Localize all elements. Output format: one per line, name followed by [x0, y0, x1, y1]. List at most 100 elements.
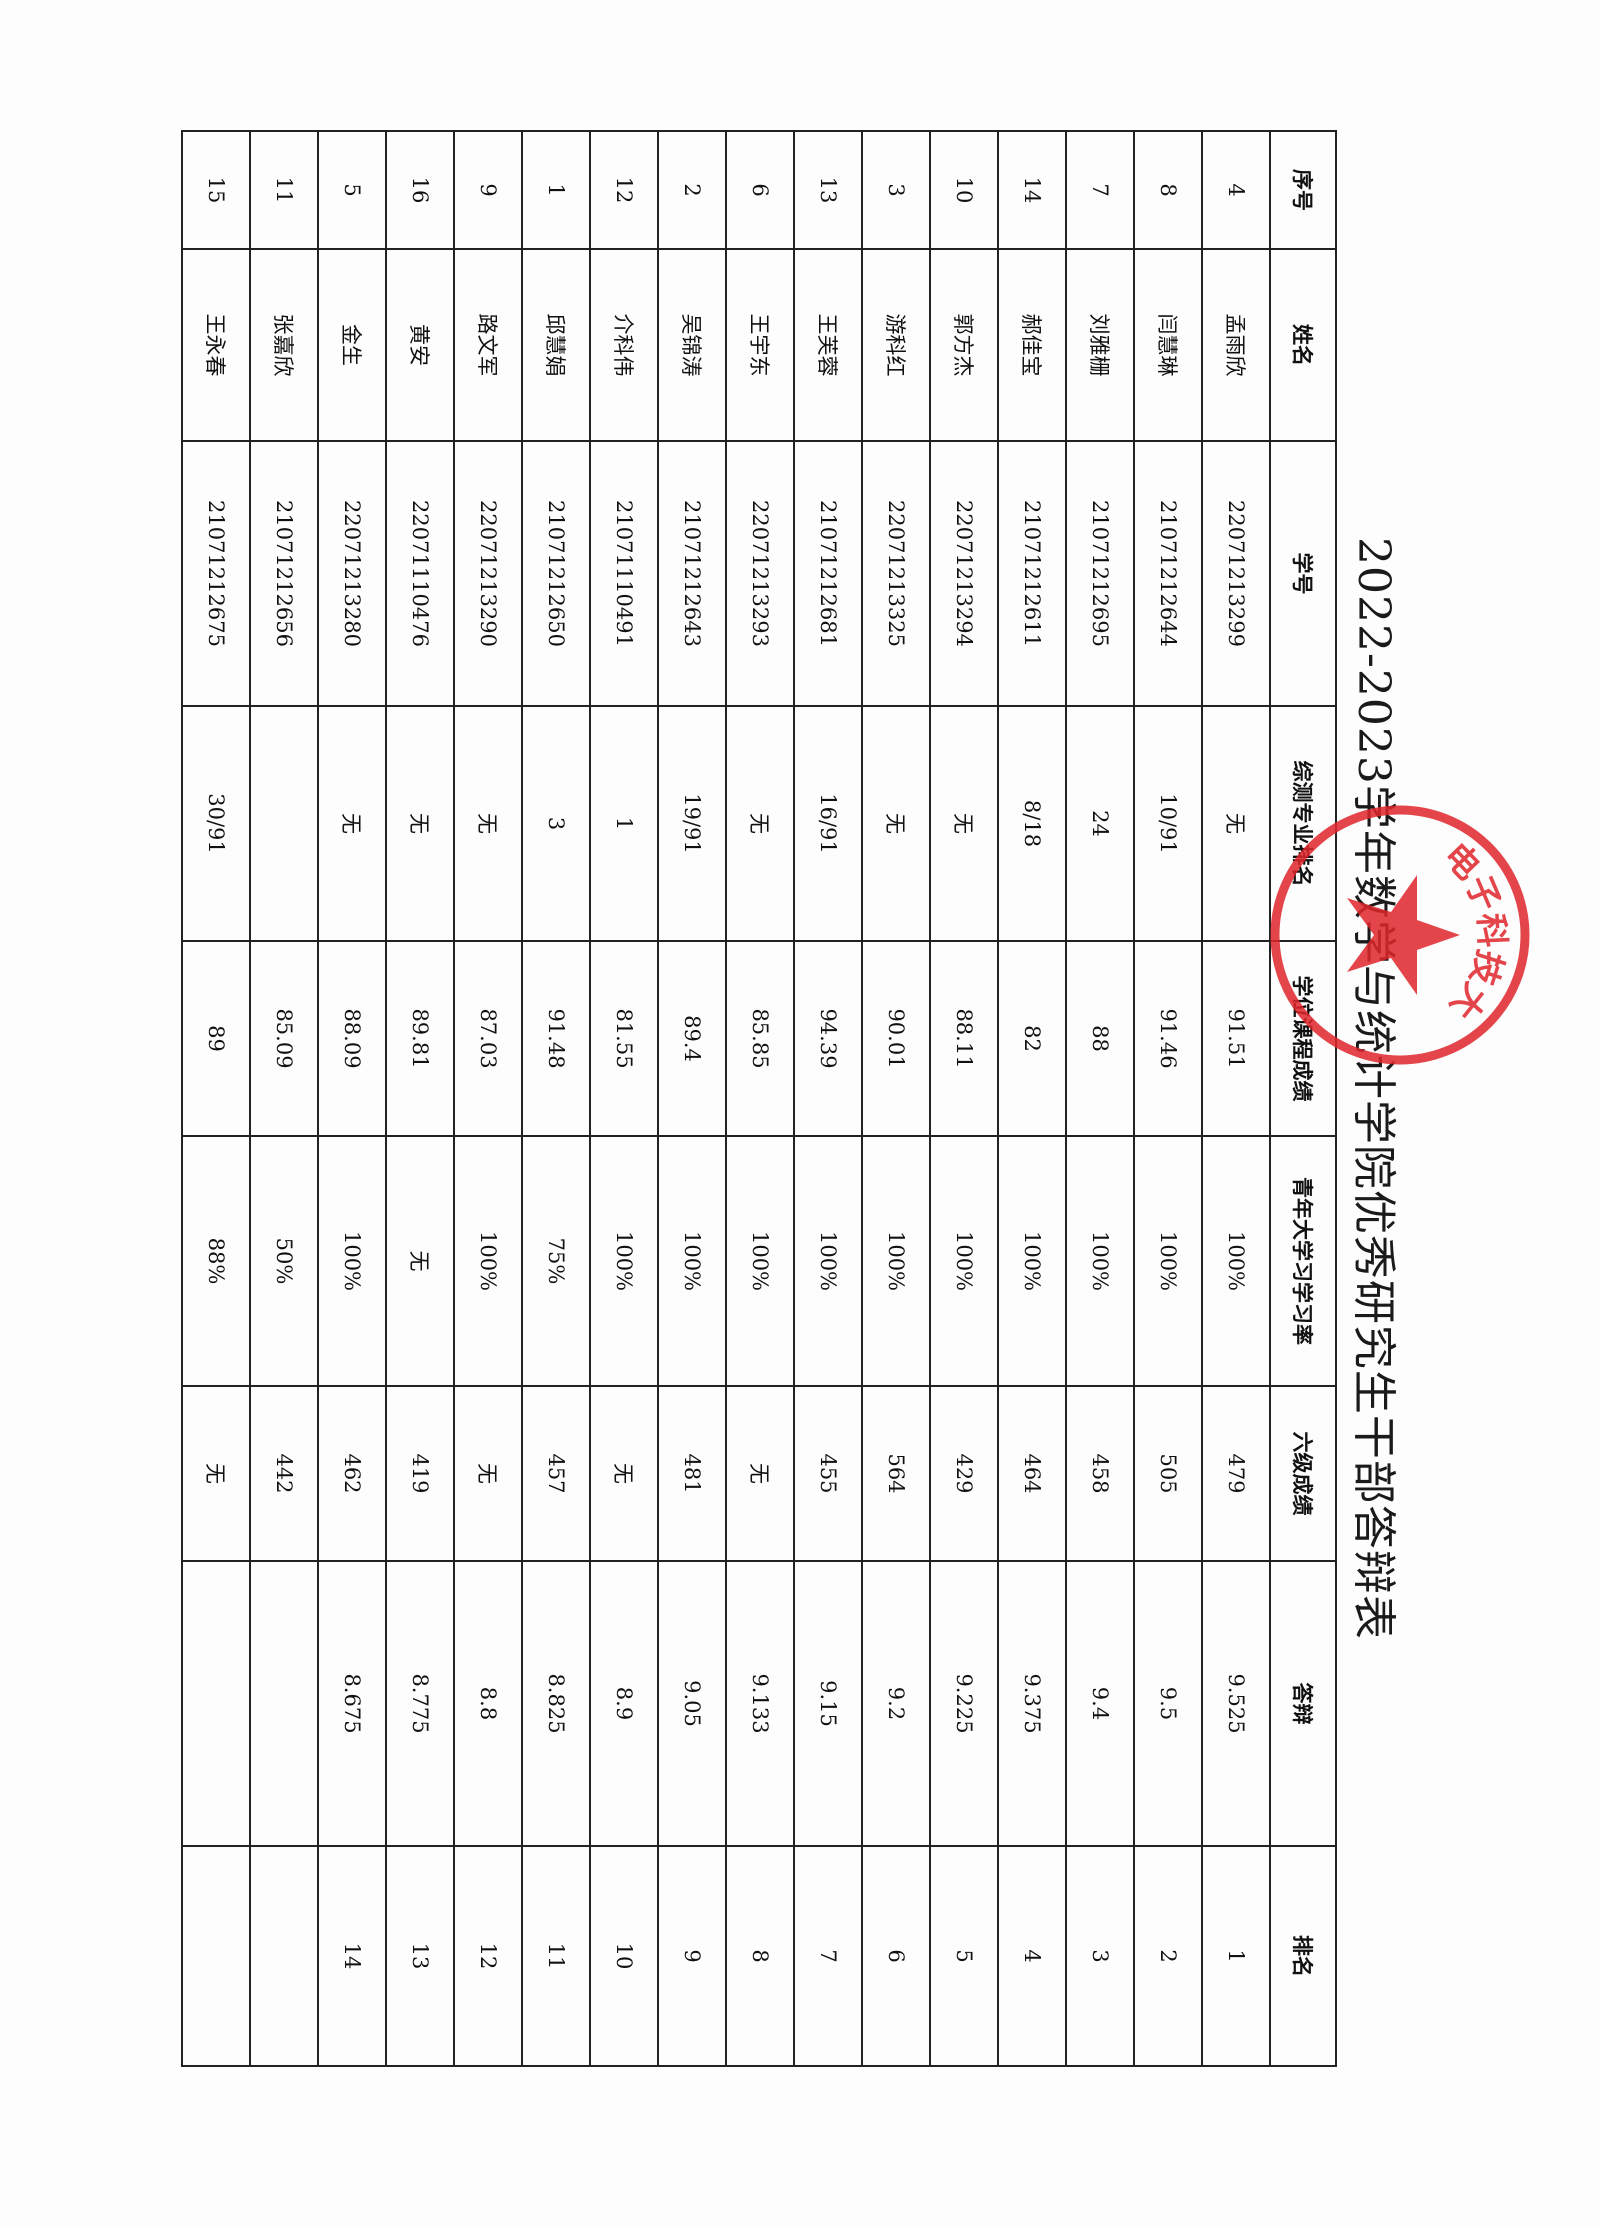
cell-index: 14 [998, 131, 1066, 249]
cell-index: 15 [182, 131, 250, 249]
cell-cet6-score: 505 [1134, 1386, 1202, 1561]
cell-student-id: 22071213280 [318, 441, 386, 706]
cell-comprehensive-rank: 24 [1066, 706, 1134, 941]
cell-youth-study-rate: 100% [1066, 1136, 1134, 1386]
cell-rank: 6 [862, 1846, 930, 2066]
cell-defense-score: 9.525 [1202, 1561, 1270, 1846]
table-row: 15 王永春 21071212675 30/91 89 88% 无 [182, 131, 250, 2066]
cell-student-id: 22071213325 [862, 441, 930, 706]
cell-youth-study-rate: 88% [182, 1136, 250, 1386]
cell-youth-study-rate: 100% [1202, 1136, 1270, 1386]
cell-degree-course-score: 85.09 [250, 941, 318, 1136]
cell-comprehensive-rank: 无 [726, 706, 794, 941]
cell-defense-score: 8.8 [454, 1561, 522, 1846]
cell-rank: 7 [794, 1846, 862, 2066]
table-header-row: 序号 姓名 学号 综测专业排名 学位课程成绩 青年大学习学习率 六级成绩 答辩 排名 [1270, 131, 1336, 2066]
cell-degree-course-score: 85.85 [726, 941, 794, 1136]
cell-youth-study-rate: 50% [250, 1136, 318, 1386]
header-youth-study-rate: 青年大学习学习率 [1270, 1136, 1336, 1386]
header-index: 序号 [1270, 131, 1336, 249]
cell-defense-score: 9.4 [1066, 1561, 1134, 1846]
cell-defense-score: 9.5 [1134, 1561, 1202, 1846]
cell-youth-study-rate: 75% [522, 1136, 590, 1386]
cell-youth-study-rate: 100% [318, 1136, 386, 1386]
cell-rank: 2 [1134, 1846, 1202, 2066]
cell-defense-score [250, 1561, 318, 1846]
cell-youth-study-rate: 100% [454, 1136, 522, 1386]
cell-degree-course-score: 89 [182, 941, 250, 1136]
cell-comprehensive-rank: 19/91 [658, 706, 726, 941]
cell-comprehensive-rank: 30/91 [182, 706, 250, 941]
cell-degree-course-score: 89.81 [386, 941, 454, 1136]
cell-defense-score: 9.225 [930, 1561, 998, 1846]
cell-cet6-score: 464 [998, 1386, 1066, 1561]
cell-rank: 1 [1202, 1846, 1270, 2066]
cell-name: 张嘉欣 [250, 249, 318, 441]
cell-cet6-score: 458 [1066, 1386, 1134, 1561]
cell-student-id: 21071212643 [658, 441, 726, 706]
cell-comprehensive-rank: 3 [522, 706, 590, 941]
cell-rank: 12 [454, 1846, 522, 2066]
cell-index: 16 [386, 131, 454, 249]
cell-degree-course-score: 88.11 [930, 941, 998, 1136]
cell-index: 4 [1202, 131, 1270, 249]
cell-student-id: 22071213294 [930, 441, 998, 706]
cell-cet6-score: 无 [454, 1386, 522, 1561]
cell-defense-score: 8.825 [522, 1561, 590, 1846]
cell-index: 2 [658, 131, 726, 249]
cell-rank [250, 1846, 318, 2066]
cell-defense-score: 9.05 [658, 1561, 726, 1846]
table-row: 11 张嘉欣 21071212656 85.09 50% 442 [250, 131, 318, 2066]
cell-name: 王宇东 [726, 249, 794, 441]
cell-comprehensive-rank: 无 [318, 706, 386, 941]
cell-index: 5 [318, 131, 386, 249]
table-row: 13 王芙蓉 21071212681 16/91 94.39 100% 455 9.15 7 [794, 131, 862, 2066]
cell-cet6-score: 442 [250, 1386, 318, 1561]
cell-index: 10 [930, 131, 998, 249]
document-title: 2022-2023学年数学与统计学院优秀研究生干部答辩表 [1348, 537, 1399, 1640]
cell-rank: 9 [658, 1846, 726, 2066]
table-row: 7 刘雅栅 21071212695 24 88 100% 458 9.4 3 [1066, 131, 1134, 2066]
cell-rank: 14 [318, 1846, 386, 2066]
cell-defense-score [182, 1561, 250, 1846]
cell-student-id: 21071212650 [522, 441, 590, 706]
cell-comprehensive-rank: 无 [454, 706, 522, 941]
cell-index: 3 [862, 131, 930, 249]
cell-index: 12 [590, 131, 658, 249]
cell-student-id: 22071213299 [1202, 441, 1270, 706]
table-row: 6 王宇东 22071213293 无 85.85 100% 无 9.133 8 [726, 131, 794, 2066]
cell-rank: 5 [930, 1846, 998, 2066]
cell-student-id: 21071212681 [794, 441, 862, 706]
cell-youth-study-rate: 无 [386, 1136, 454, 1386]
cell-comprehensive-rank: 无 [930, 706, 998, 941]
cell-defense-score: 9.2 [862, 1561, 930, 1846]
cell-index: 13 [794, 131, 862, 249]
cell-defense-score: 8.9 [590, 1561, 658, 1846]
cell-name: 王永春 [182, 249, 250, 441]
cell-cet6-score: 429 [930, 1386, 998, 1561]
cell-comprehensive-rank: 1 [590, 706, 658, 941]
cell-degree-course-score: 88.09 [318, 941, 386, 1136]
cell-youth-study-rate: 100% [794, 1136, 862, 1386]
cell-rank [182, 1846, 250, 2066]
cell-cet6-score: 481 [658, 1386, 726, 1561]
cell-comprehensive-rank [250, 706, 318, 941]
cell-student-id: 21071212695 [1066, 441, 1134, 706]
cell-comprehensive-rank: 无 [1202, 706, 1270, 941]
cell-rank: 11 [522, 1846, 590, 2066]
table-row: 4 孟雨欣 22071213299 无 91.51 100% 479 9.525 1 [1202, 131, 1270, 2066]
cell-index: 6 [726, 131, 794, 249]
table-row: 9 路文军 22071213290 无 87.03 100% 无 8.8 12 [454, 131, 522, 2066]
cell-student-id: 21071212611 [998, 441, 1066, 706]
cell-student-id: 21071212675 [182, 441, 250, 706]
cell-cet6-score: 455 [794, 1386, 862, 1561]
cell-comprehensive-rank: 无 [386, 706, 454, 941]
cell-name: 闫慧琳 [1134, 249, 1202, 441]
cell-student-id: 22071213290 [454, 441, 522, 706]
cell-cet6-score: 564 [862, 1386, 930, 1561]
cell-defense-score: 8.675 [318, 1561, 386, 1846]
cell-name: 介科伟 [590, 249, 658, 441]
cell-comprehensive-rank: 16/91 [794, 706, 862, 941]
cell-rank: 4 [998, 1846, 1066, 2066]
